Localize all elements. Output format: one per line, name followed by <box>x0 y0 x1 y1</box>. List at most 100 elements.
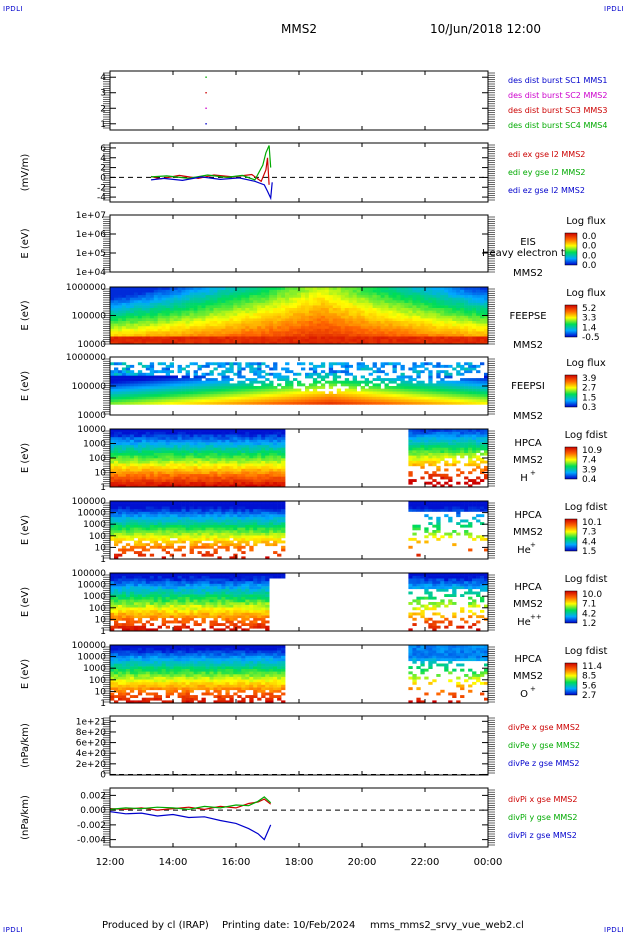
heatmap-cell <box>253 318 258 321</box>
heatmap-cell <box>121 380 127 384</box>
heatmap-cell <box>444 386 449 389</box>
heatmap-cell <box>301 312 306 316</box>
heatmap-cell <box>129 305 135 308</box>
heatmap-cell <box>221 460 226 464</box>
heatmap-cell <box>245 289 250 293</box>
heatmap-cell <box>261 323 266 327</box>
heatmap-cell <box>396 375 401 379</box>
heatmap-cell <box>201 455 206 459</box>
spacecraft-label: MMS2 <box>513 455 543 466</box>
heatmap-cell <box>261 429 266 432</box>
heatmap-cell <box>428 289 433 293</box>
heatmap-cell <box>281 465 286 469</box>
heatmap-cell <box>153 393 159 397</box>
heatmap-cell <box>149 325 155 329</box>
heatmap-cell <box>285 401 290 405</box>
heatmap-cell <box>484 380 489 384</box>
heatmap-cell <box>125 476 131 480</box>
heatmap-cell <box>372 378 377 381</box>
heatmap-cell <box>384 297 389 301</box>
heatmap-cell <box>217 300 222 303</box>
heatmap-cell <box>213 434 218 438</box>
heatmap-cell <box>161 431 166 435</box>
heatmap-cell <box>225 386 230 389</box>
heatmap-cell <box>408 471 413 475</box>
heatmap-cell <box>281 458 286 461</box>
heatmap-cell <box>460 338 465 342</box>
heatmap-cell <box>205 294 210 298</box>
heatmap-cell <box>121 320 127 324</box>
heatmap-cell <box>448 300 453 303</box>
heatmap-cell <box>145 484 151 488</box>
heatmap-cell <box>448 323 453 327</box>
heatmap-cell <box>114 294 119 298</box>
heatmap-cell <box>221 399 226 403</box>
heatmap-cell <box>348 325 353 329</box>
heatmap-cell <box>133 442 139 446</box>
heatmap-cell <box>129 399 135 403</box>
heatmap-cell <box>436 292 441 296</box>
heatmap-cell <box>420 447 425 451</box>
heatmap-cell <box>396 307 401 311</box>
heatmap-cell <box>241 287 246 290</box>
heatmap-cell <box>356 338 361 342</box>
heatmap-cell <box>384 333 389 337</box>
heatmap-cell <box>209 444 214 448</box>
heatmap-cell <box>145 399 151 403</box>
heatmap-cell <box>412 388 417 392</box>
heatmap-cell <box>205 300 210 303</box>
heatmap-cell <box>273 331 278 334</box>
heatmap-cell <box>177 294 182 298</box>
heatmap-cell <box>193 484 198 488</box>
heatmap-cell <box>225 460 230 464</box>
heatmap-cell <box>420 431 425 435</box>
heatmap-cell <box>185 455 190 459</box>
heatmap-cell <box>133 305 139 308</box>
heatmap-cell <box>484 292 489 296</box>
heatmap-cell <box>392 378 397 381</box>
heatmap-cell <box>197 436 202 440</box>
heatmap-cell <box>241 436 246 440</box>
heatmap-cell <box>169 333 174 337</box>
heatmap-cell <box>400 364 405 368</box>
heatmap-cell <box>249 473 254 477</box>
heatmap-cell <box>229 323 234 327</box>
heatmap-cell <box>484 294 489 298</box>
heatmap-cell <box>177 465 182 469</box>
heatmap-cell <box>245 479 250 482</box>
heatmap-cell <box>352 305 357 308</box>
heatmap-cell <box>400 300 405 303</box>
heatmap-cell <box>332 375 338 379</box>
heatmap-cell <box>428 315 433 319</box>
heatmap-cell <box>173 452 178 456</box>
heatmap-cell <box>265 294 270 298</box>
heatmap-cell <box>193 310 198 314</box>
heatmap-cell <box>376 318 381 321</box>
heatmap-cell <box>185 476 190 480</box>
heatmap-cell <box>380 331 385 334</box>
heatmap-cell <box>448 476 453 480</box>
heatmap-cell <box>332 294 338 298</box>
heatmap-cell <box>472 333 477 337</box>
heatmap-cell <box>269 294 274 298</box>
heatmap-cell <box>464 399 469 403</box>
heatmap-cell <box>480 396 485 400</box>
heatmap-cell <box>368 372 373 376</box>
heatmap-cell <box>153 439 159 443</box>
heatmap-cell <box>480 439 485 443</box>
heatmap-cell <box>177 484 182 488</box>
heatmap-cell <box>213 439 218 443</box>
heatmap-cell <box>360 294 365 298</box>
heatmap-cell <box>213 312 218 316</box>
heatmap-cell <box>165 375 170 379</box>
heatmap-cell <box>197 431 202 435</box>
heatmap-cell <box>197 447 202 451</box>
heatmap-cell <box>352 287 357 290</box>
heatmap-cell <box>233 468 238 472</box>
heatmap-cell <box>400 388 405 392</box>
heatmap-cell <box>137 436 143 440</box>
heatmap-cell <box>376 310 381 314</box>
heatmap-cell <box>114 465 119 469</box>
heatmap-cell <box>173 297 178 301</box>
heatmap-cell <box>273 372 278 376</box>
